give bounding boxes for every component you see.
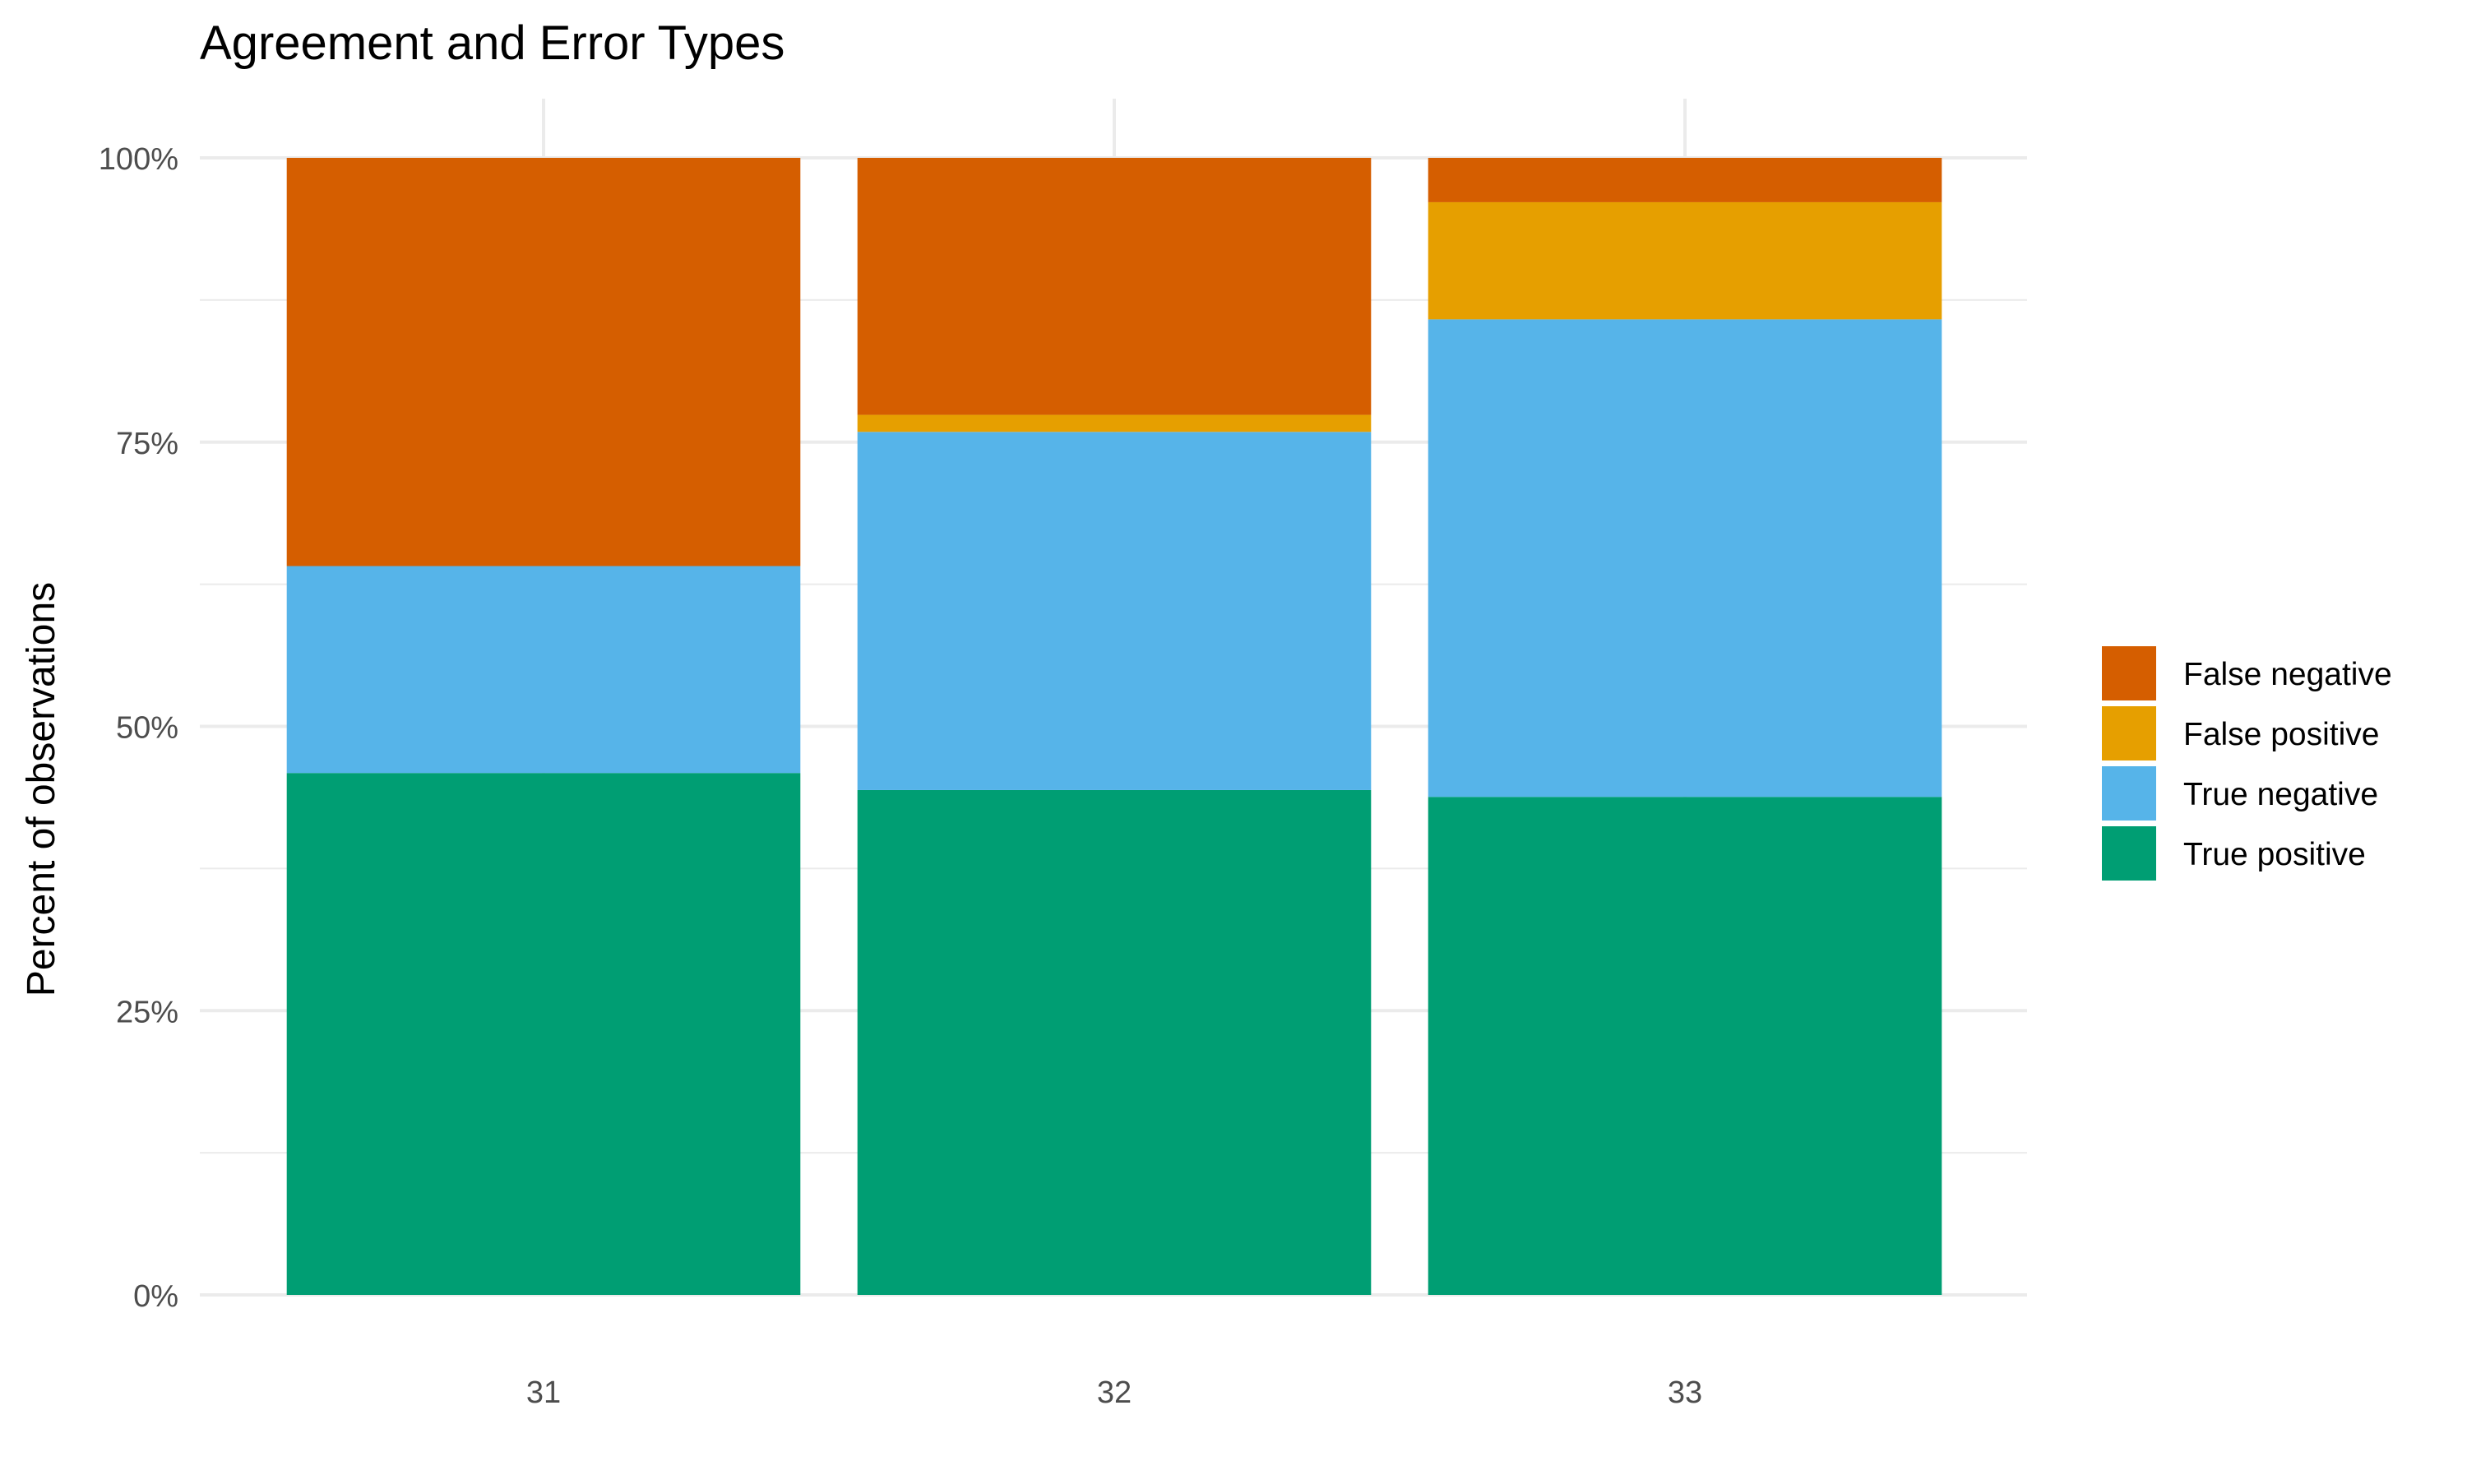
legend-label: False negative <box>2183 657 2392 692</box>
legend-label: True positive <box>2183 837 2366 872</box>
bar-33-false-positive <box>1428 201 1942 320</box>
bars <box>286 158 1942 1295</box>
chart-title: Agreement and Error Types <box>200 16 785 70</box>
y-tick-label: 100% <box>99 142 178 177</box>
legend-key-true-positive <box>2102 826 2156 881</box>
bar-33-false-negative <box>1428 158 1942 202</box>
y-axis-label: Percent of observations <box>20 582 63 996</box>
x-tick-label: 32 <box>1097 1375 1132 1410</box>
bar-31-true-negative <box>286 566 801 774</box>
legend: False negative False positive True negativ… <box>2102 646 2392 881</box>
y-tick-label: 0% <box>133 1279 178 1314</box>
bar-31-true-positive <box>286 773 801 1295</box>
y-tick-label: 25% <box>116 995 178 1029</box>
legend-key-true-negative <box>2102 766 2156 821</box>
bar-31-false-negative <box>286 158 801 566</box>
y-tick-label: 50% <box>116 711 178 746</box>
y-tick-labels: 0% 25% 50% 75% 100% <box>99 142 178 1314</box>
legend-key-false-negative <box>2102 646 2156 700</box>
bar-33-true-negative <box>1428 319 1942 797</box>
legend-label: True negative <box>2183 777 2378 812</box>
bar-32-false-positive <box>857 414 1372 432</box>
x-tick-label: 31 <box>526 1375 561 1410</box>
bar-32-false-negative <box>857 158 1372 415</box>
legend-key-false-positive <box>2102 706 2156 760</box>
x-tick-label: 33 <box>1668 1375 1702 1410</box>
bar-32-true-negative <box>857 432 1372 790</box>
y-tick-label: 75% <box>116 427 178 461</box>
bar-32-true-positive <box>857 789 1372 1295</box>
x-tick-labels: 31 32 33 <box>526 1375 1702 1410</box>
bar-33-true-positive <box>1428 797 1942 1295</box>
legend-label: False positive <box>2183 717 2379 752</box>
